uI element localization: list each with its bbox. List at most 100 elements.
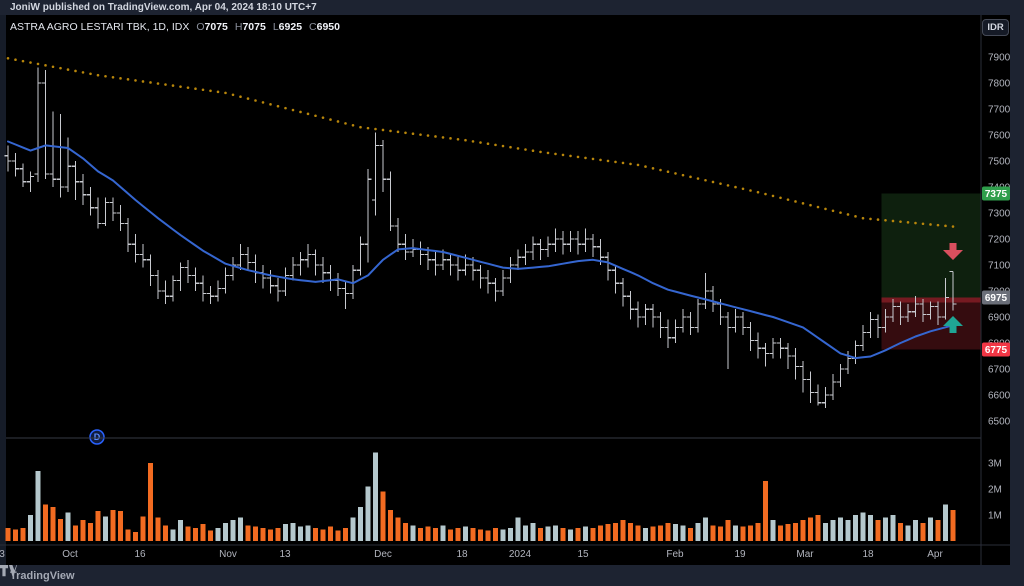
- dotted-ma-point: [681, 173, 685, 177]
- time-tick-label[interactable]: 18: [456, 549, 468, 560]
- dotted-ma-point: [599, 158, 602, 162]
- dotted-ma-point: [74, 69, 77, 73]
- time-tick-label[interactable]: Mar: [796, 549, 814, 560]
- price-tick-label: 6900: [988, 313, 1010, 324]
- volume-bar: [230, 520, 236, 541]
- dotted-ma-point: [254, 99, 257, 102]
- volume-bar: [43, 504, 48, 541]
- dotted-ma-point: [471, 140, 475, 143]
- time-tick-label[interactable]: Oct: [62, 549, 78, 560]
- dotted-ma-point: [359, 125, 362, 129]
- volume-bar: [125, 529, 131, 541]
- volume-bar: [500, 529, 506, 541]
- time-tick-label[interactable]: 3: [0, 549, 5, 560]
- dotted-ma-point: [801, 202, 805, 205]
- volume-bar: [365, 486, 371, 541]
- dotted-ma-point: [756, 190, 760, 194]
- dotted-ma-point: [809, 203, 812, 207]
- time-tick-label[interactable]: 19: [734, 549, 746, 560]
- volume-bar: [208, 530, 213, 541]
- dotted-ma-point: [674, 172, 677, 175]
- dotted-ma-point: [81, 71, 85, 74]
- volume-bar: [545, 526, 551, 541]
- dotted-ma-point: [179, 85, 182, 88]
- dotted-ma-point: [494, 143, 497, 147]
- dotted-ma-point: [569, 154, 572, 158]
- dotted-ma-point: [531, 149, 535, 153]
- volume-bar: [943, 504, 948, 541]
- volume-bar: [823, 522, 828, 541]
- volume-bar: [448, 529, 453, 541]
- time-tick-label[interactable]: Dec: [374, 549, 392, 560]
- volume-bar: [478, 529, 483, 541]
- time-tick-label[interactable]: 16: [134, 549, 146, 560]
- dotted-ma-point: [516, 147, 520, 150]
- time-tick-label[interactable]: 18: [862, 549, 874, 560]
- dividend-marker-icon[interactable]: [89, 429, 105, 445]
- volume-bar: [148, 463, 153, 541]
- volume-bar: [493, 528, 498, 541]
- dotted-ma-point: [194, 87, 197, 91]
- dotted-ma-point: [6, 57, 10, 60]
- dotted-ma-point: [426, 134, 430, 137]
- symbol-title: ASTRA AGRO LESTARI TBK, 1D, IDX: [10, 21, 190, 33]
- volume-bar: [80, 520, 86, 541]
- dotted-ma-point: [389, 129, 392, 133]
- volume-bar: [838, 517, 843, 541]
- ohlc-value: 6950: [316, 21, 340, 33]
- ohlc-value: 7075: [204, 21, 228, 33]
- price-tick-label: 7800: [988, 79, 1010, 90]
- ohlc-value: 7075: [242, 21, 266, 33]
- dotted-ma-point: [29, 61, 32, 64]
- volume-bar: [193, 528, 198, 541]
- dotted-ma-point: [524, 148, 527, 151]
- dotted-ma-point: [171, 84, 175, 87]
- dotted-ma-point: [509, 145, 512, 149]
- tradingview-brand-text[interactable]: TradingView: [10, 569, 75, 582]
- time-tick-label[interactable]: Feb: [666, 549, 684, 560]
- dotted-ma-point: [636, 163, 640, 167]
- dotted-ma-point: [869, 217, 872, 221]
- time-tick-label[interactable]: Apr: [927, 549, 943, 560]
- time-tick-label[interactable]: 2024: [509, 549, 532, 560]
- dotted-ma-point: [749, 189, 752, 192]
- time-tick-label[interactable]: Nov: [219, 549, 237, 560]
- volume-bar: [73, 525, 78, 541]
- dotted-ma-point: [546, 151, 550, 155]
- time-tick-label[interactable]: 13: [279, 549, 291, 560]
- volume-bar: [283, 524, 288, 541]
- currency-button[interactable]: IDR: [982, 19, 1009, 36]
- volume-bar: [650, 526, 656, 541]
- dotted-ma-point: [404, 131, 407, 135]
- tradingview-logo-icon[interactable]: [0, 565, 17, 577]
- volume-bar: [470, 528, 476, 541]
- price-tick-label: 7600: [988, 131, 1010, 142]
- volume-bar: [118, 511, 123, 541]
- volume-bar: [245, 525, 251, 541]
- price-tick-label: 7900: [988, 53, 1010, 64]
- dotted-ma-point: [119, 77, 122, 80]
- dotted-ma-point: [741, 187, 745, 191]
- volume-bar: [605, 524, 611, 541]
- time-tick-label[interactable]: 15: [577, 549, 589, 560]
- dotted-ma-point: [21, 59, 25, 63]
- dotted-ma-point: [794, 200, 797, 203]
- dotted-ma-point: [539, 150, 542, 154]
- volume-bar: [583, 526, 588, 541]
- chart-svg[interactable]: D790078007700760075007400730072007100700…: [0, 15, 1010, 565]
- dotted-ma-point: [201, 88, 205, 92]
- volume-bar: [485, 530, 491, 541]
- volume-bar: [433, 528, 438, 541]
- dotted-ma-point: [891, 219, 895, 223]
- dotted-ma-point: [666, 170, 670, 174]
- price-tick-label: 7200: [988, 235, 1010, 246]
- dotted-ma-point: [456, 137, 460, 141]
- volume-bar: [425, 526, 431, 541]
- volume-bar: [358, 507, 363, 541]
- dotted-ma-point: [719, 182, 722, 185]
- dotted-ma-point: [156, 82, 160, 85]
- volume-bar: [703, 517, 708, 541]
- volume-bar: [275, 528, 281, 541]
- chart-canvas[interactable]: D790078007700760075007400730072007100700…: [0, 15, 1010, 565]
- volume-bar: [140, 516, 146, 541]
